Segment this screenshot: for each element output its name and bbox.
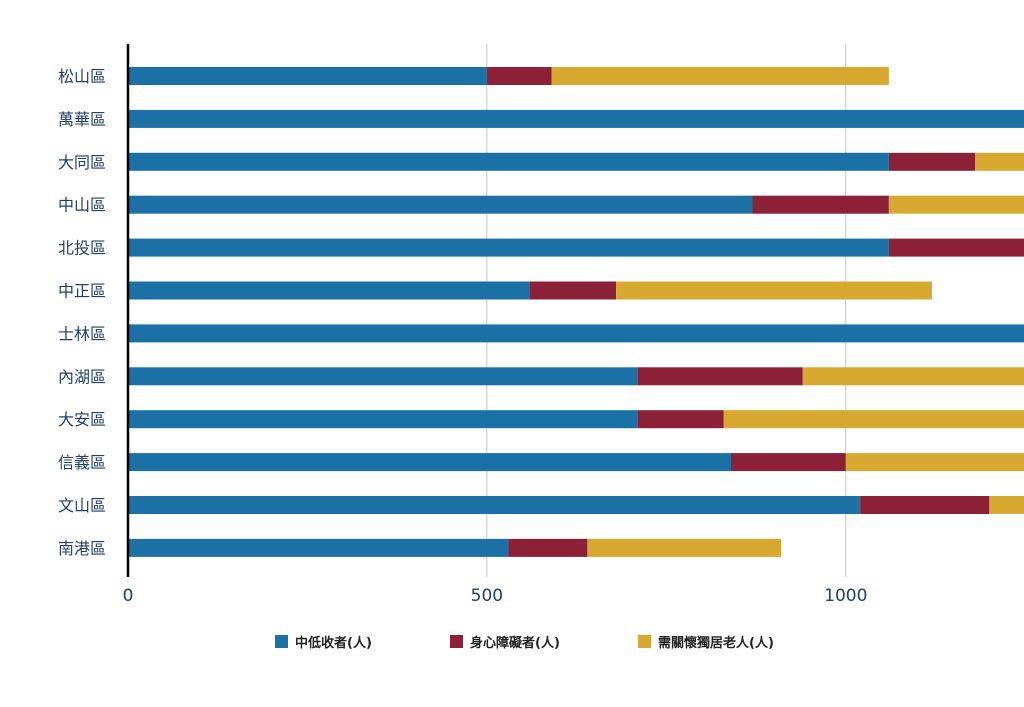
bar-12-series-2 bbox=[508, 538, 588, 557]
bar-1-series-2 bbox=[486, 67, 552, 85]
legend-item-2: 身心障礙者(人) bbox=[450, 635, 560, 651]
x-tick-label: 1000 bbox=[824, 586, 867, 606]
bar-10-series-3 bbox=[845, 453, 1024, 472]
bar-12-series-3 bbox=[587, 538, 782, 557]
legend-swatch bbox=[275, 635, 288, 648]
category-label: 大安區 bbox=[58, 410, 106, 429]
bar-8-series-3 bbox=[802, 367, 1024, 386]
legend-label: 中低收者(人) bbox=[295, 635, 372, 651]
bar-12-series-1 bbox=[128, 538, 509, 557]
bar-4-series-1 bbox=[128, 195, 753, 214]
legend: 中低收者(人) 身心障礙者(人) 需關懷獨居老人(人) bbox=[275, 635, 774, 651]
bar-10-series-2 bbox=[730, 453, 846, 472]
x-tick-labels: 050010001500200025003000350040004500 bbox=[123, 586, 868, 606]
bar-11-series-3 bbox=[989, 496, 1024, 514]
category-label: 大同區 bbox=[58, 153, 106, 172]
category-label: 中正區 bbox=[58, 282, 106, 301]
bar-4-series-2 bbox=[752, 195, 889, 214]
legend-swatch bbox=[638, 635, 651, 648]
bar-6-series-2 bbox=[529, 281, 617, 300]
bar-3-series-2 bbox=[888, 152, 976, 171]
category-label: 北投區 bbox=[58, 239, 106, 258]
bar-11-series-2 bbox=[860, 496, 990, 514]
bar-9-series-3 bbox=[723, 410, 1024, 429]
bar-5-series-1 bbox=[128, 238, 889, 257]
legend-item-3: 需關懷獨居老人(人) bbox=[638, 635, 774, 651]
bar-8-series-2 bbox=[637, 367, 803, 386]
bar-5-series-2 bbox=[888, 238, 1024, 257]
category-label: 萬華區 bbox=[58, 110, 106, 129]
category-label: 南港區 bbox=[58, 539, 106, 558]
legend-label: 需關懷獨居老人(人) bbox=[658, 635, 774, 651]
bar-1-series-3 bbox=[551, 67, 889, 85]
grid-lines bbox=[486, 44, 847, 577]
bar-9-series-1 bbox=[128, 410, 638, 429]
category-label: 松山區 bbox=[58, 67, 106, 86]
category-label: 文山區 bbox=[58, 496, 106, 515]
category-label: 信義區 bbox=[58, 453, 106, 472]
bar-9-series-2 bbox=[637, 410, 724, 429]
legend-item-1: 中低收者(人) bbox=[275, 635, 372, 651]
category-label: 士林區 bbox=[58, 324, 106, 343]
bar-6-series-3 bbox=[616, 281, 932, 300]
bar-6-series-1 bbox=[128, 281, 530, 300]
bar-3-series-1 bbox=[128, 152, 889, 171]
bar-11-series-1 bbox=[128, 496, 861, 514]
bar-1-series-1 bbox=[128, 67, 487, 85]
bar-2-series-1 bbox=[128, 109, 1024, 128]
bar-10-series-1 bbox=[128, 453, 731, 472]
category-label: 內湖區 bbox=[58, 367, 106, 386]
bar-3-series-3 bbox=[975, 152, 1024, 171]
bar-4-series-3 bbox=[888, 195, 1024, 214]
category-label: 中山區 bbox=[58, 196, 106, 215]
bar-7-series-1 bbox=[128, 324, 1024, 343]
bar-series bbox=[128, 67, 1024, 557]
x-tick-label: 500 bbox=[471, 586, 503, 606]
legend-swatch bbox=[450, 635, 463, 648]
bar-8-series-1 bbox=[128, 367, 638, 386]
legend-label: 身心障礙者(人) bbox=[470, 635, 560, 651]
x-tick-label: 0 bbox=[123, 586, 134, 606]
